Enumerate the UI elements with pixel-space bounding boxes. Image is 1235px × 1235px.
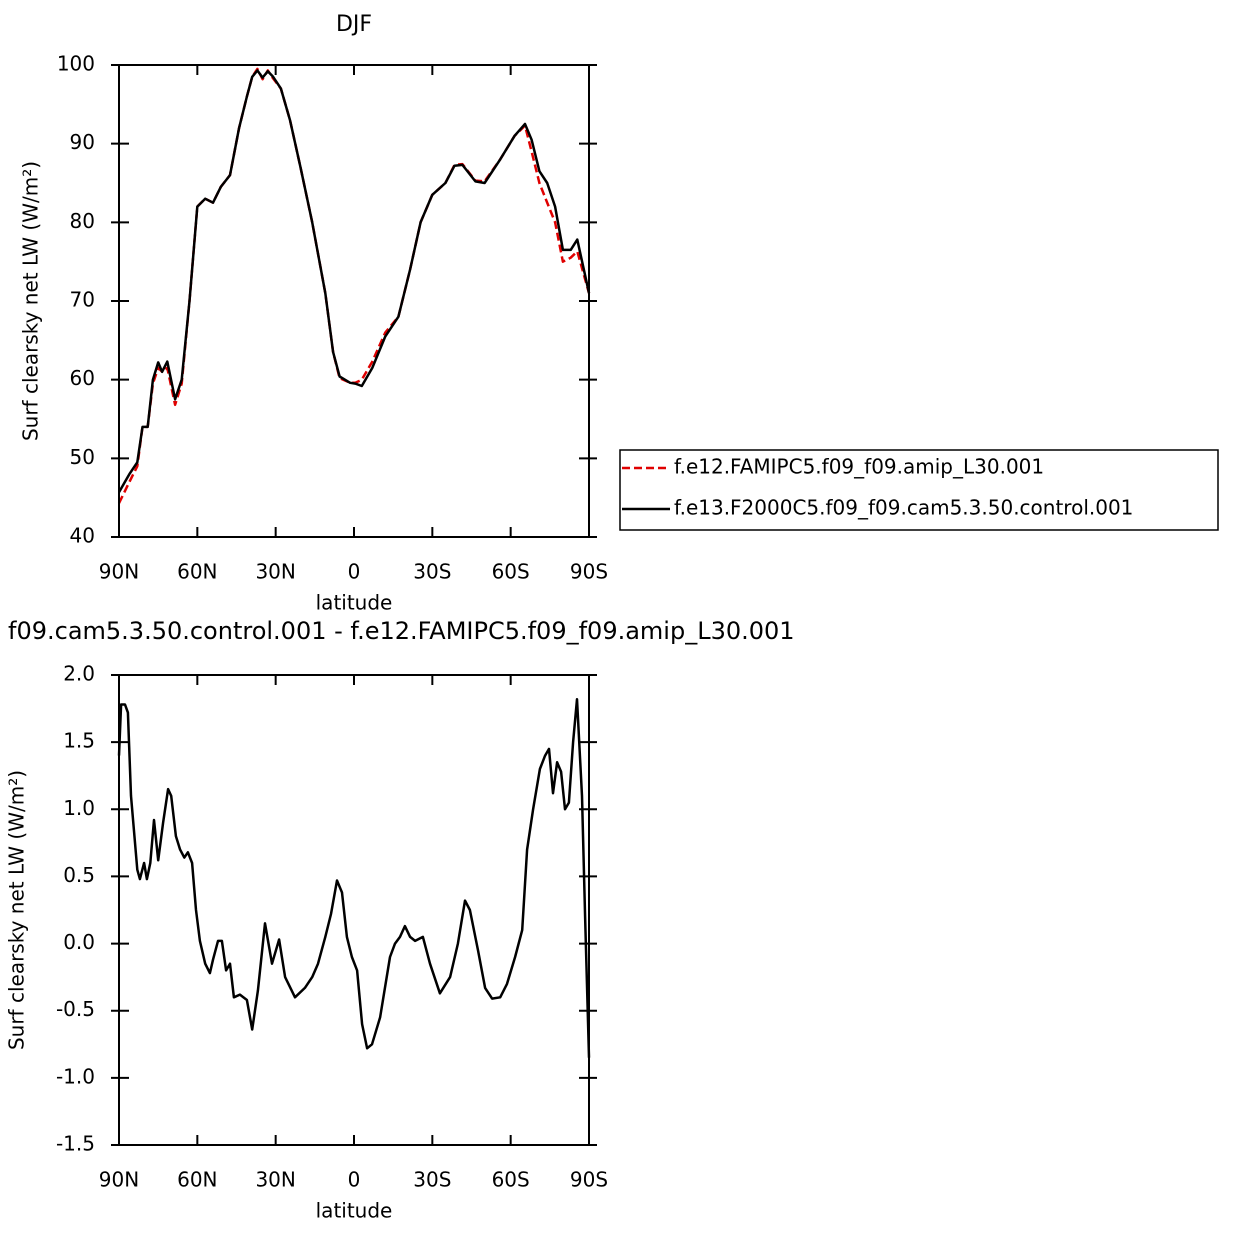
legend-box	[619, 449, 1219, 531]
x-tick-label: 30S	[413, 1168, 451, 1192]
y-tick-label: -1.5	[56, 1132, 95, 1156]
chart-title: DJF	[336, 12, 372, 37]
y-tick-label: 40	[70, 524, 95, 548]
x-tick-label: 60N	[177, 560, 217, 584]
x-tick-label: 0	[348, 1168, 361, 1192]
y-tick-label: 100	[57, 52, 95, 76]
y-axis-label: Surf clearsky net LW (W/m²)	[5, 770, 29, 1050]
x-tick-label: 90S	[570, 560, 608, 584]
chart-title: f09.cam5.3.50.control.001 - f.e12.FAMIPC…	[8, 617, 795, 645]
y-tick-label: -1.0	[56, 1064, 95, 1088]
x-tick-label: 30N	[255, 1168, 295, 1192]
x-tick-label: 60S	[492, 1168, 530, 1192]
y-tick-label: 2.0	[63, 662, 95, 686]
y-tick-label: 60	[70, 366, 95, 390]
x-tick-label: 30N	[255, 560, 295, 584]
x-axis-label: latitude	[316, 591, 393, 615]
x-tick-label: 90N	[99, 1168, 139, 1192]
x-tick-label: 0	[348, 560, 361, 584]
x-tick-label: 30S	[413, 560, 451, 584]
y-tick-label: 1.0	[63, 796, 95, 820]
x-tick-label: 60S	[492, 560, 530, 584]
plot-frame	[118, 674, 590, 1146]
x-tick-label: 90S	[570, 1168, 608, 1192]
y-tick-label: 0.5	[63, 863, 95, 887]
y-axis-label: Surf clearsky net LW (W/m²)	[19, 161, 43, 441]
y-tick-label: 1.5	[63, 729, 95, 753]
x-tick-label: 60N	[177, 1168, 217, 1192]
data-line	[117, 69, 591, 493]
y-tick-label: -0.5	[56, 997, 95, 1021]
y-tick-label: 70	[70, 288, 95, 312]
data-line	[117, 697, 591, 1058]
x-axis-label: latitude	[316, 1199, 393, 1223]
y-tick-label: 0.0	[63, 930, 95, 954]
plot-frame	[118, 64, 590, 538]
y-tick-label: 90	[70, 130, 95, 154]
legend-label: f.e12.FAMIPC5.f09_f09.amip_L30.001	[674, 455, 1044, 479]
y-tick-label: 50	[70, 445, 95, 469]
legend-label: f.e13.F2000C5.f09_f09.cam5.3.50.control.…	[674, 496, 1133, 520]
y-tick-label: 80	[70, 209, 95, 233]
x-tick-label: 90N	[99, 560, 139, 584]
